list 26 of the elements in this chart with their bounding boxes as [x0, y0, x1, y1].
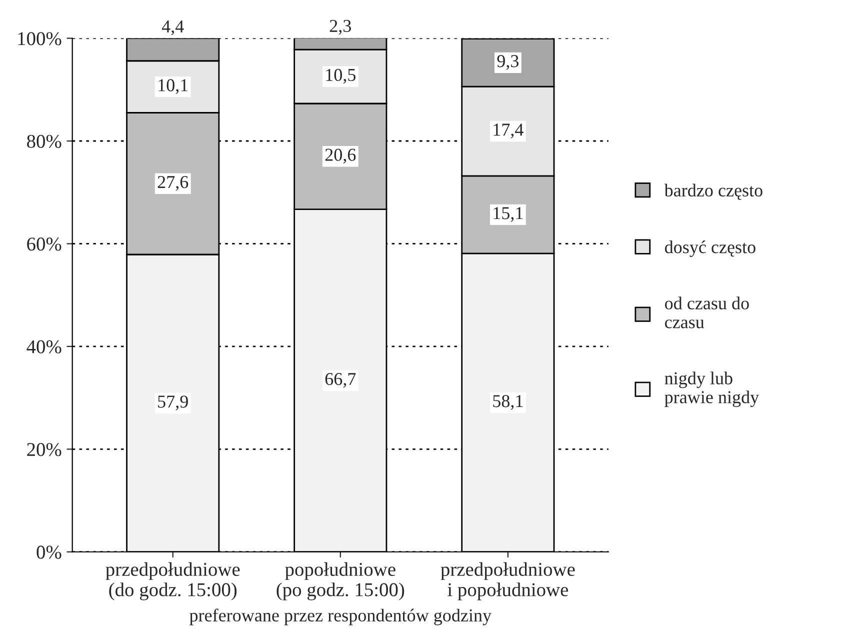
data-label: 66,7 [325, 372, 356, 388]
data-label: 2,3 [330, 20, 351, 35]
legend-label: dosyć często [664, 240, 756, 257]
y-tick-label: 60% [27, 238, 62, 251]
x-tick-label: przedpołudniowe (do godz. 15:00) [106, 562, 240, 600]
data-label: 10,1 [158, 79, 188, 94]
legend-label: od czasu do czasu [665, 296, 749, 328]
data-label: 20,6 [325, 148, 356, 164]
data-label: 4,4 [162, 20, 184, 36]
x-tick-label: popołudniowe (po godz. 15:00) [276, 562, 404, 600]
data-label: 27,6 [158, 176, 188, 191]
legend-label: bardzo często [664, 184, 762, 200]
data-label: 9,3 [497, 55, 519, 70]
x-tick-label: przedpołudniowe i popołudniowe [440, 562, 575, 600]
data-label: 58,1 [493, 395, 523, 410]
y-tick-label: 80% [27, 134, 62, 148]
y-tick-label: 0% [36, 546, 62, 559]
y-tick-label: 100% [18, 32, 62, 46]
data-label: 10,5 [326, 68, 356, 84]
y-tick-label: 20% [27, 442, 62, 456]
data-label: 17,4 [494, 124, 524, 138]
legend-label: nigdy lub prawie nigdy [664, 372, 760, 408]
y-tick-label: 40% [26, 340, 62, 354]
data-label: 57,9 [158, 396, 188, 410]
x-axis-title: preferowane przez respondentów godziny [190, 608, 492, 626]
data-label: 15,1 [494, 207, 523, 222]
